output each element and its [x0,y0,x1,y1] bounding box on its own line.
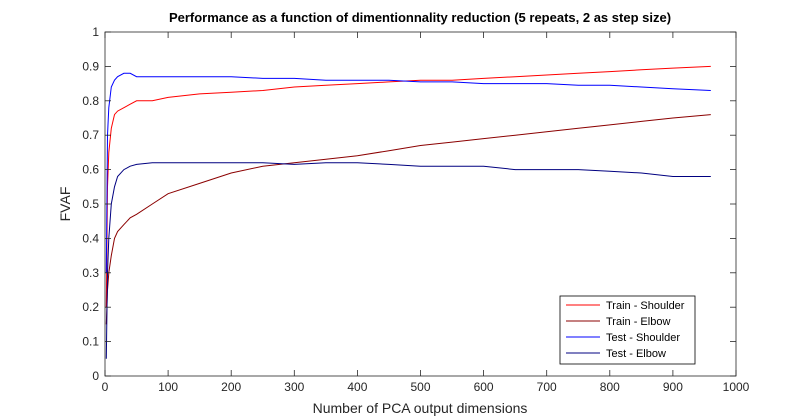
y-tick-label: 0.2 [82,300,99,314]
y-tick-labels: 0 0.1 0.2 0.3 0.4 0.5 0.6 0.7 0.8 0.9 1 [82,25,736,383]
series-layer [105,65,711,359]
y-tick-label: 0.4 [82,231,99,245]
legend-label-1: Train - Shoulder [606,300,685,312]
legend-label-4: Test - Elbow [606,348,666,360]
series-line-4 [105,162,711,359]
x-tick-label: 800 [600,380,620,394]
x-tick-label: 700 [537,380,557,394]
x-tick-label: 400 [347,380,367,394]
series-line-1 [105,65,711,308]
legend-label-2: Train - Elbow [606,316,670,328]
y-tick-label: 0.6 [82,163,99,177]
y-tick-label: 0.3 [82,266,99,280]
y-tick-label: 0 [92,369,99,383]
y-tick-label: 0.8 [82,94,99,108]
y-tick-label: 0.1 [82,335,99,349]
series-line-3 [105,72,711,273]
y-tick-label: 1 [92,25,99,39]
x-tick-labels: 0 100 200 300 400 500 600 700 800 900 1000 [102,32,750,394]
x-tick-label: 100 [158,380,178,394]
y-tick-label: 0.7 [82,128,99,142]
chart-title: Performance as a function of dimentionna… [169,10,671,25]
y-axis-label: FVAF [57,187,73,222]
legend-label-3: Test - Shoulder [606,332,680,344]
x-tick-label: 600 [474,380,494,394]
x-tick-label: 500 [410,380,430,394]
x-axis-label: Number of PCA output dimensions [313,400,528,416]
legend: Train - Shoulder Train - Elbow Test - Shou… [559,295,696,365]
x-tick-label: 1000 [723,380,750,394]
x-tick-label: 200 [221,380,241,394]
y-tick-label: 0.9 [82,59,99,73]
x-tick-label: 0 [102,380,109,394]
series-line-2 [105,114,711,325]
y-tick-label: 0.5 [82,197,99,211]
x-tick-label: 900 [663,380,683,394]
x-tick-label: 300 [284,380,304,394]
